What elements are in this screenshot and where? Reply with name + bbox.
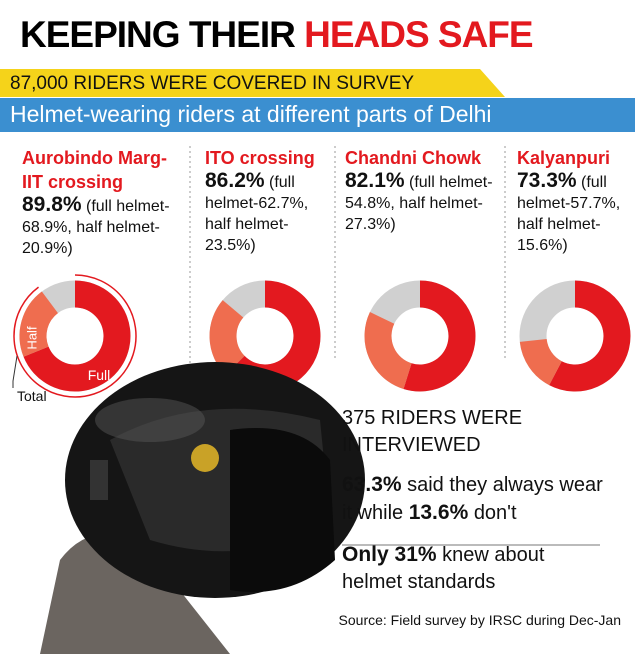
half-arc bbox=[209, 300, 246, 375]
source: Source: Field survey by IRSC during Dec-… bbox=[338, 612, 621, 628]
full-arc bbox=[23, 280, 131, 392]
half-arc bbox=[19, 291, 59, 357]
title: KEEPING THEIR HEADS SAFE bbox=[20, 14, 534, 56]
helmet-photo bbox=[40, 362, 365, 654]
full-label: 57.7% bbox=[570, 195, 616, 212]
half-text: Half bbox=[24, 326, 39, 350]
location-name: ITO crossing bbox=[205, 148, 315, 168]
half-label: 23.5% bbox=[205, 237, 251, 254]
stat-text: said they always wear it while bbox=[342, 474, 603, 524]
location-name: Aurobindo Marg-IIT crossing bbox=[22, 148, 167, 192]
subtitle: Helmet-wearing riders at different parts… bbox=[10, 101, 492, 127]
location: Kalyanpuri 73.3% (full helmet-57.7%, half… bbox=[517, 146, 635, 256]
detail: ) bbox=[250, 237, 256, 254]
location-name: Kalyanpuri bbox=[517, 148, 611, 168]
donut: Half Full Total bbox=[12, 274, 137, 404]
stat: 63.3% bbox=[342, 473, 402, 496]
detail: , half helmet- bbox=[390, 195, 483, 212]
survey-heading: 375 RIDERS WERE INTERVIEWED bbox=[342, 407, 523, 456]
detail: (full helmet- bbox=[409, 174, 493, 191]
detail: ) bbox=[562, 237, 568, 254]
half-label: 27.3% bbox=[345, 216, 391, 233]
total: 73.3% bbox=[517, 169, 577, 192]
location-name: Chandni Chowk bbox=[345, 148, 481, 168]
total: 86.2% bbox=[205, 169, 265, 192]
banner: 87,000 RIDERS WERE COVERED IN SURVEY bbox=[10, 73, 415, 94]
detail: , half helmet- bbox=[205, 195, 309, 233]
title-highlight: HEADS SAFE bbox=[304, 14, 533, 55]
subtitle-bar bbox=[0, 98, 635, 132]
half-label: 15.6% bbox=[517, 237, 563, 254]
survey: 375 RIDERS WERE INTERVIEWED 63.3% said t… bbox=[342, 405, 612, 596]
stat-text: knew about helmet standards bbox=[342, 544, 545, 593]
full-label: 68.9% bbox=[22, 219, 68, 236]
full-label: 62.7% bbox=[258, 195, 304, 212]
half-arc bbox=[364, 312, 413, 389]
detail: , half helmet- bbox=[517, 195, 621, 233]
detail: ) bbox=[67, 240, 73, 257]
total-pointer bbox=[12, 355, 18, 388]
half-label: 20.9% bbox=[22, 240, 68, 257]
full-arc bbox=[403, 280, 476, 392]
half-arc bbox=[519, 338, 563, 386]
full-arc bbox=[549, 280, 631, 392]
total: 89.8% bbox=[22, 193, 82, 216]
detail: (full helmet- bbox=[205, 174, 295, 212]
total-text: Total bbox=[17, 388, 47, 404]
full-label: 54.8% bbox=[345, 195, 391, 212]
location: ITO crossing 86.2% (full helmet-62.7%, ha… bbox=[205, 146, 330, 256]
detail: (full helmet- bbox=[517, 174, 607, 212]
total-ring bbox=[13, 274, 137, 398]
banner-bar bbox=[0, 69, 505, 97]
stat-text: don't bbox=[473, 502, 517, 524]
donut bbox=[364, 280, 476, 392]
detail: (full helmet- bbox=[86, 198, 170, 215]
location: Aurobindo Marg-IIT crossing 89.8% (full h… bbox=[22, 146, 187, 259]
detail: , half helmet- bbox=[67, 219, 160, 236]
stat: 13.6% bbox=[408, 501, 469, 524]
donut bbox=[519, 280, 631, 392]
title-text: KEEPING THEIR bbox=[20, 14, 296, 55]
detail: ) bbox=[390, 216, 396, 233]
full-text: Full bbox=[88, 367, 111, 383]
stat: Only 31% bbox=[342, 543, 437, 566]
total: 82.1% bbox=[345, 169, 405, 192]
location: Chandni Chowk 82.1% (full helmet- 54.8%, h… bbox=[345, 146, 500, 235]
